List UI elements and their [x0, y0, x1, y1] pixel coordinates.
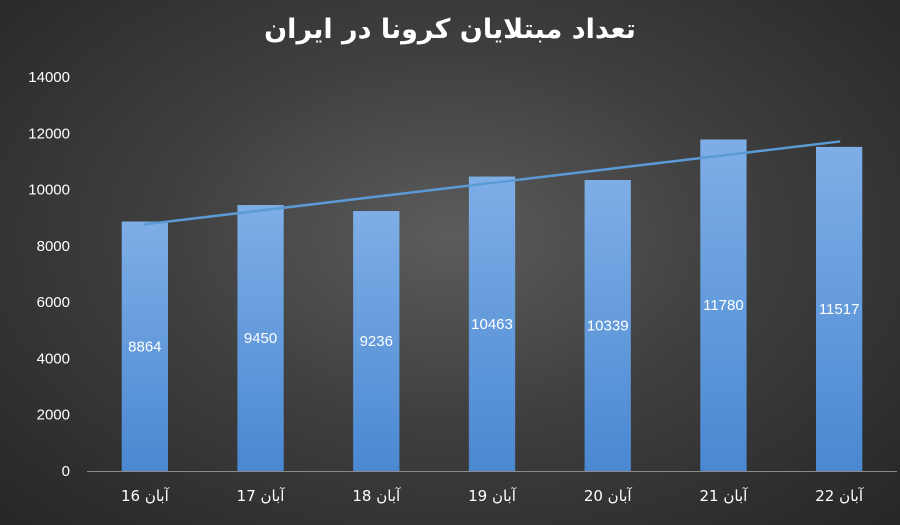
y-axis: 0 2000 4000 6000 8000 10000 12000 14000: [28, 69, 70, 480]
x-tick-label: 16 آبان: [121, 487, 170, 505]
bar: [121, 221, 168, 471]
data-label: 11517: [819, 301, 860, 318]
bar: [468, 176, 516, 471]
chart-title: تعداد مبتلایان کرونا در ایران: [264, 14, 636, 45]
data-labels: 8864 9450 9236 10463 10339 11780 11517: [128, 297, 859, 355]
trendline-group: [143, 140, 841, 226]
y-tick-label: 4000: [37, 350, 70, 367]
data-label: 11780: [703, 297, 744, 314]
x-tick-label: 20 آبان: [584, 487, 633, 505]
bar: [700, 139, 747, 471]
data-label: 8864: [128, 338, 161, 355]
x-tick-label: 18 آبان: [352, 487, 401, 505]
y-tick-label: 6000: [37, 294, 70, 311]
x-tick-label: 22 آبان: [815, 487, 864, 505]
x-tick-label: 19 آبان: [468, 487, 517, 505]
bar: [353, 211, 400, 471]
data-label: 9450: [244, 330, 277, 347]
y-tick-label: 12000: [28, 125, 70, 142]
y-tick-label: 0: [62, 463, 70, 480]
data-label: 9236: [360, 333, 393, 350]
x-tick-label: 21 آبان: [700, 487, 749, 505]
x-axis: 16 آبان 17 آبان 18 آبان 19 آبان 20 آبان 21 آب…: [87, 471, 897, 505]
bars: [121, 139, 863, 472]
y-tick-label: 2000: [37, 407, 70, 424]
y-tick-label: 10000: [28, 182, 70, 199]
bar: [237, 205, 284, 472]
data-label: 10339: [587, 318, 629, 335]
bar: [816, 146, 863, 471]
y-tick-label: 8000: [37, 238, 70, 255]
x-tick-label: 17 آبان: [237, 487, 286, 505]
bar: [584, 180, 631, 471]
trendline: [143, 140, 841, 226]
data-label: 10463: [471, 316, 513, 333]
y-tick-label: 14000: [28, 69, 70, 86]
